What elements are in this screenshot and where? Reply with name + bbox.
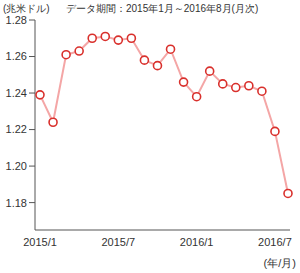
svg-text:1.26: 1.26: [8, 50, 27, 62]
svg-text:2015/1: 2015/1: [23, 236, 57, 248]
html-text:(年/月): (年/月): [263, 257, 296, 269]
svg-text:1.28: 1.28: [8, 14, 27, 26]
svg-text:2016/7: 2016/7: [258, 236, 292, 248]
svg-text:1.18: 1.18: [8, 197, 27, 209]
svg-text:1.22: 1.22: [8, 123, 27, 135]
svg-text:1.20: 1.20: [8, 160, 27, 172]
svg-text:1.24: 1.24: [8, 87, 27, 99]
svg-text:2016/1: 2016/1: [180, 236, 214, 248]
html-text:(兆米ドル): (兆米ドル): [3, 3, 50, 14]
html-text:データ期間：2015年1月～2016年8月(月次): データ期間：2015年1月～2016年8月(月次): [66, 3, 259, 14]
svg-text:2015/7: 2015/7: [101, 236, 135, 248]
